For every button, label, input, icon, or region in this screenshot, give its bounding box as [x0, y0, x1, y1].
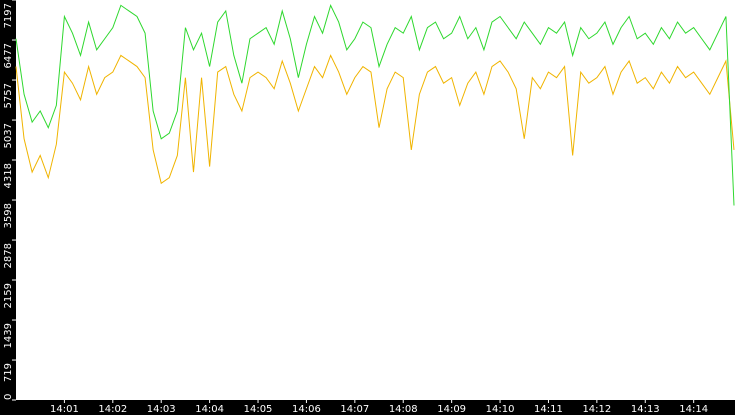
- y-tick-label: 2159: [3, 283, 14, 308]
- x-tick-label: 14:08: [389, 404, 418, 415]
- x-tick-label: 14:06: [292, 404, 321, 415]
- y-tick-label: 6477: [3, 43, 14, 68]
- x-tick-label: 14:01: [50, 404, 79, 415]
- x-tick-label: 14:10: [486, 404, 515, 415]
- y-tick-label: 5757: [3, 83, 14, 108]
- y-tick-label: 7197: [3, 3, 14, 28]
- y-tick-label: 4318: [3, 163, 14, 188]
- y-tick-label: 2878: [3, 243, 14, 268]
- x-tick-label: 14:14: [679, 404, 708, 415]
- x-tick-label: 14:04: [195, 404, 224, 415]
- x-tick-label: 14:13: [631, 404, 660, 415]
- x-tick-label: 14:05: [244, 404, 273, 415]
- y-tick-label: 719: [3, 363, 14, 382]
- x-tick-label: 14:11: [534, 404, 563, 415]
- x-axis-band: [0, 400, 735, 415]
- y-axis-band: [0, 0, 16, 415]
- series-line: [15, 54, 735, 185]
- x-tick-label: 14:07: [340, 404, 369, 415]
- series-line: [15, 4, 735, 206]
- y-tick-label: 5037: [3, 123, 14, 148]
- x-tick-label: 14:12: [582, 404, 611, 415]
- y-tick-label: 1439: [3, 323, 14, 348]
- x-tick-label: 14:02: [98, 404, 127, 415]
- y-tick-label: 3598: [3, 203, 14, 228]
- x-tick-label: 14:09: [437, 404, 466, 415]
- x-tick-label: 14:03: [147, 404, 176, 415]
- y-tick-label: 0: [3, 394, 14, 400]
